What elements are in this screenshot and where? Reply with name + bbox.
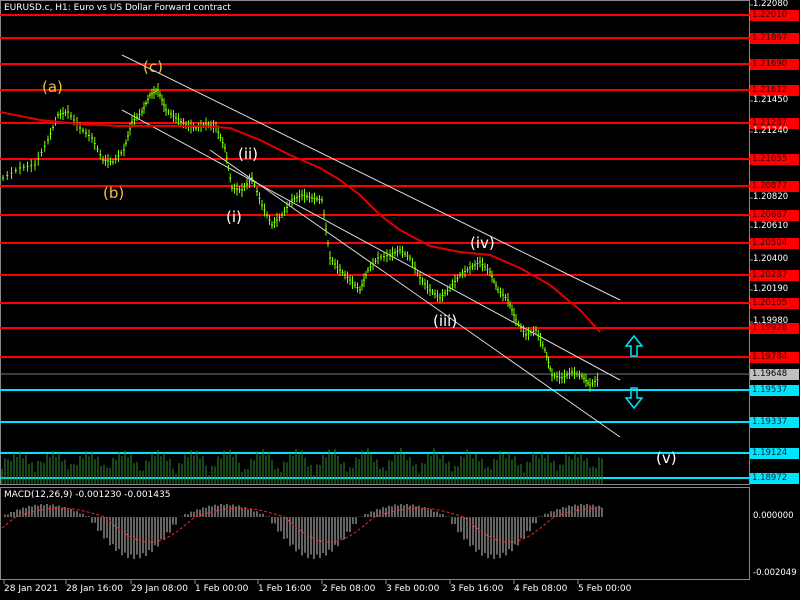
wave-label: (ii) — [238, 145, 259, 163]
macd-axis-label: 0.000000 — [753, 511, 794, 521]
price-axis-label: 1.19928 — [750, 323, 799, 334]
price-axis-label: 1.22010 — [750, 10, 799, 21]
price-axis-label: 1.19980 — [753, 316, 789, 326]
time-axis-label: 5 Feb 00:00 — [578, 584, 632, 594]
price-axis-label: 1.18972 — [750, 473, 799, 484]
arrow-up-outline-icon — [624, 334, 644, 357]
wave-label: (b) — [103, 184, 125, 202]
wave-label: (iv) — [470, 234, 495, 252]
arrow-down-outline-icon — [624, 387, 644, 410]
price-axis-label: 1.20190 — [753, 284, 789, 294]
price-axis-label: 1.20687 — [750, 210, 799, 221]
macd-title: MACD(12,26,9) -0.001230 -0.001435 — [4, 490, 171, 500]
time-axis-label: 29 Jan 08:00 — [131, 584, 188, 594]
price-axis-label: 1.19124 — [750, 448, 799, 459]
macd-frame — [0, 487, 750, 580]
price-axis-label: 1.20877 — [750, 181, 799, 192]
price-axis-label: 1.19337 — [750, 417, 799, 428]
time-axis-label: 3 Feb 00:00 — [386, 584, 440, 594]
time-axis-label: 1 Feb 00:00 — [195, 584, 249, 594]
channel-line — [121, 54, 621, 301]
price-axis-label: 1.22080 — [753, 0, 789, 9]
price-axis-label: 1.19648 — [750, 369, 799, 380]
price-axis-label: 1.21450 — [753, 95, 789, 105]
price-axis-label: 1.21612 — [750, 85, 799, 96]
wave-label: (c) — [143, 58, 163, 76]
price-axis-label: 1.20504 — [750, 238, 799, 249]
price-axis-label: 1.19784 — [750, 352, 799, 363]
moving-average-line — [0, 111, 601, 333]
price-axis-label: 1.20610 — [753, 221, 789, 231]
time-axis-label: 4 Feb 08:00 — [514, 584, 568, 594]
chart-title: EURUSD.c, H1: Euro vs US Dollar Forward … — [4, 3, 231, 13]
macd-signal-line — [1, 507, 603, 543]
price-axis-label: 1.21287 — [750, 118, 799, 129]
wave-label: (iii) — [433, 312, 458, 330]
time-axis-label: 3 Feb 16:00 — [450, 584, 504, 594]
price-axis-label: 1.20400 — [753, 254, 789, 264]
price-axis-label: 1.20287 — [750, 270, 799, 281]
channel-line — [209, 149, 621, 438]
price-axis-label: 1.20820 — [753, 192, 789, 202]
price-axis-label: 1.21240 — [753, 126, 789, 136]
price-axis-label: 1.19537 — [750, 385, 799, 396]
time-axis-label: 28 Jan 16:00 — [66, 584, 123, 594]
time-axis-label: 1 Feb 16:00 — [258, 584, 312, 594]
channel-line — [121, 109, 621, 381]
wave-label: (v) — [656, 449, 677, 467]
price-axis-label: 1.21055 — [750, 154, 799, 165]
macd-axis-label: -0.002049 — [753, 568, 797, 578]
price-axis-label: 1.20105 — [750, 298, 799, 309]
wave-label: (a) — [42, 78, 63, 96]
price-axis-label: 1.21690 — [750, 59, 799, 70]
wave-label: (i) — [226, 208, 242, 226]
time-axis-label: 2 Feb 08:00 — [322, 584, 376, 594]
time-axis-label: 28 Jan 2021 — [4, 584, 58, 594]
price-axis-label: 1.21867 — [750, 33, 799, 44]
